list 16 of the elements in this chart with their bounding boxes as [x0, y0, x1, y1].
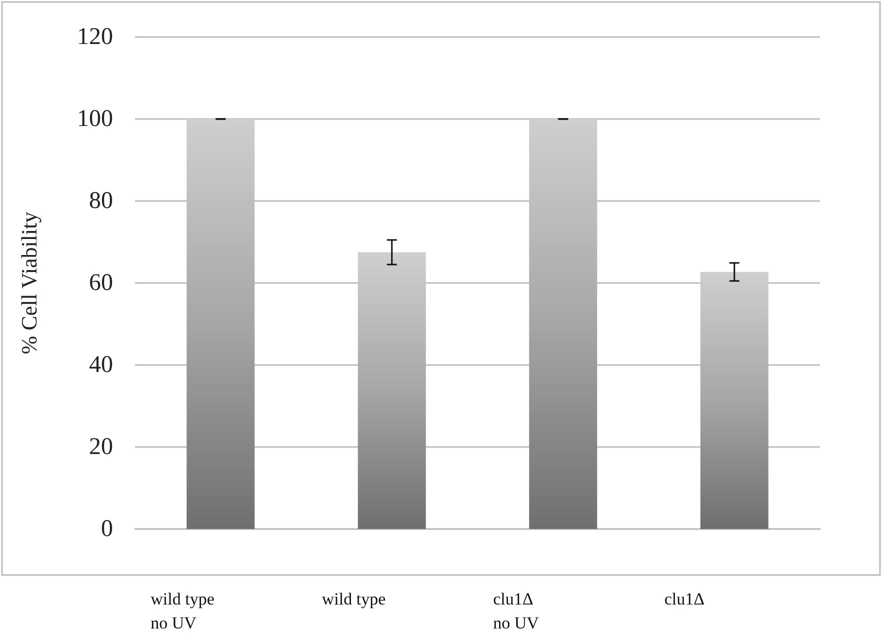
y-tick-label: 120 [77, 24, 113, 50]
y-axis-title: % Cell Viability [16, 212, 42, 354]
y-tick-label: 100 [77, 106, 113, 132]
x-tick-label: clu1Δ no UV [493, 590, 540, 632]
bar [700, 272, 768, 529]
bar [186, 119, 255, 529]
y-tick-label: 0 [101, 516, 113, 542]
bar [529, 119, 598, 529]
x-tick-label: wild type [322, 590, 386, 608]
x-tick-label: wild type no UV [150, 590, 214, 632]
y-tick-label: 60 [89, 270, 113, 296]
y-tick-label: 80 [89, 188, 113, 214]
y-tick-label: 20 [89, 434, 113, 460]
bar [358, 252, 426, 529]
y-tick-label: 40 [89, 352, 113, 378]
x-tick-label: clu1Δ [664, 590, 705, 608]
